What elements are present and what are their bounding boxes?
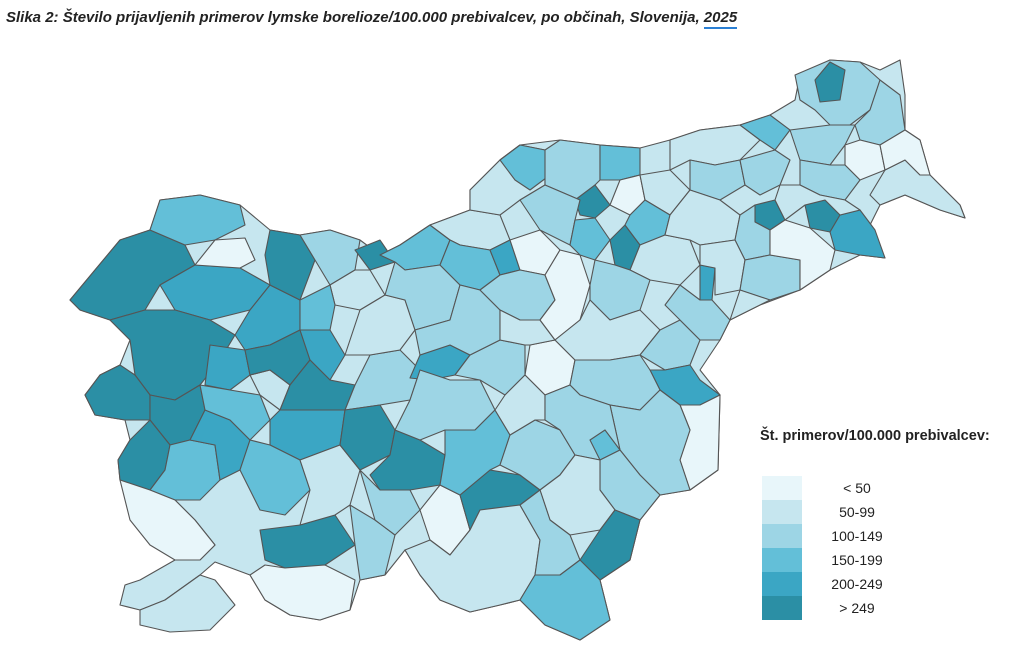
- legend-item: 200-249: [762, 572, 912, 596]
- region-e-13: [814, 61, 846, 103]
- legend-label: > 249: [839, 600, 875, 616]
- slovenia-choropleth-map: [69, 59, 966, 641]
- region-lj-15: [494, 374, 546, 436]
- region-ne-4: [574, 184, 611, 219]
- legend-item: < 50: [762, 476, 912, 500]
- region-se-10: [519, 559, 611, 641]
- region-e-21: [774, 184, 861, 221]
- region-e-10: [729, 289, 771, 321]
- title-year: 2025: [703, 9, 738, 29]
- map-title: Slika 2: Število prijavljenih primerov l…: [6, 9, 738, 29]
- region-e-3: [739, 114, 791, 151]
- region-um-9: [499, 309, 556, 346]
- legend-label: 50-99: [839, 504, 875, 520]
- legend-label: 100-149: [831, 528, 883, 544]
- region-e-18: [829, 209, 886, 259]
- region-c-13: [139, 574, 236, 633]
- legend-swatch: [762, 548, 802, 572]
- legend-item: 150-199: [762, 548, 912, 572]
- legend-swatch: [762, 500, 802, 524]
- region-nw-13: [199, 384, 271, 441]
- region-c-12: [249, 564, 356, 621]
- legend: < 50 50-99 100-149 150-199 200-249 > 249: [762, 476, 912, 620]
- region-c-14: [299, 444, 361, 526]
- region-nw-7: [204, 344, 251, 391]
- legend-label: 200-249: [831, 576, 883, 592]
- region-ne-17: [664, 284, 731, 341]
- region-e-20: [879, 129, 931, 176]
- region-nw-4: [194, 237, 256, 269]
- legend-swatch: [762, 524, 802, 548]
- region-lj-5: [359, 469, 421, 536]
- legend-title: Št. primerov/100.000 prebivalcev:: [760, 428, 990, 444]
- legend-label: 150-199: [831, 552, 883, 568]
- region-c-5: [299, 284, 336, 331]
- legend-label: < 50: [843, 480, 871, 496]
- region-ne-13: [699, 264, 716, 301]
- legend-swatch: [762, 572, 802, 596]
- title-text: Slika 2: Število prijavljenih primerov l…: [6, 9, 704, 26]
- region-nw-3: [149, 194, 246, 246]
- region-c-11: [119, 479, 216, 561]
- legend-swatch: [762, 596, 802, 620]
- region-c-6: [299, 329, 346, 381]
- legend-swatch: [762, 476, 802, 500]
- region-e-22: [769, 219, 836, 291]
- region-e-8: [699, 239, 746, 296]
- region-lj-10: [439, 409, 511, 496]
- legend-item: 100-149: [762, 524, 912, 548]
- legend-item: 50-99: [762, 500, 912, 524]
- legend-item: > 249: [762, 596, 912, 620]
- region-ne-5: [599, 144, 641, 181]
